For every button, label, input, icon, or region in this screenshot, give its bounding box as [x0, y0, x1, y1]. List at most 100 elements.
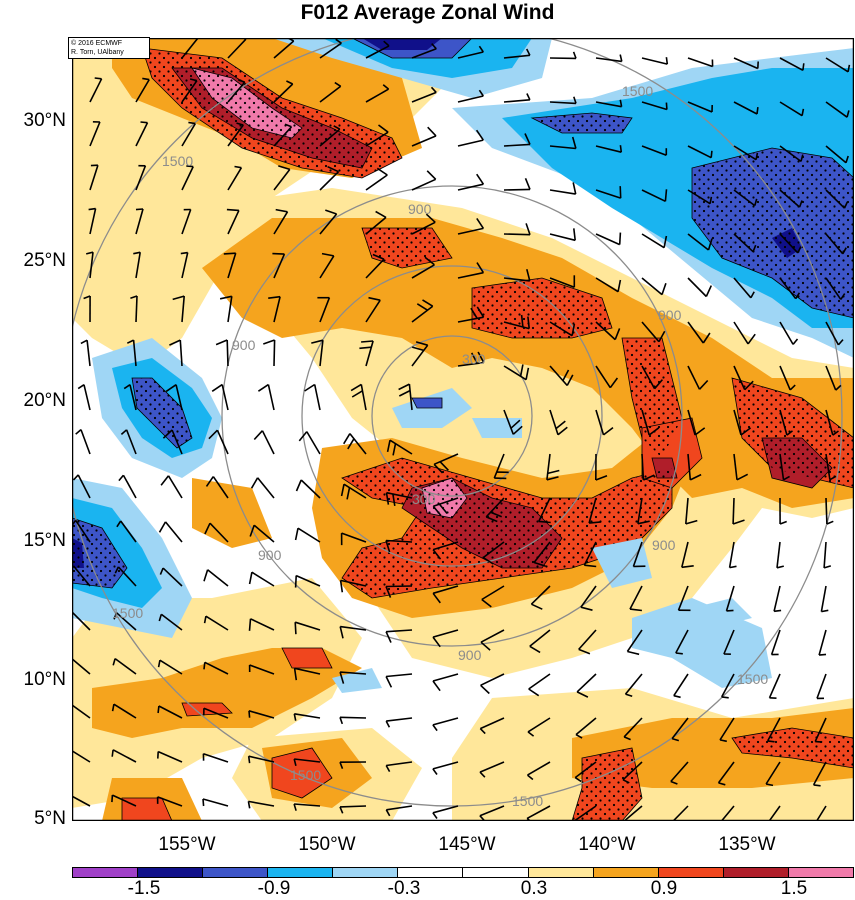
wind-barb-flag: [847, 64, 851, 72]
wind-barb: [300, 479, 321, 499]
wind-barb: [112, 794, 137, 807]
wind-barb: [171, 429, 183, 455]
wind-barb-flag: [162, 429, 173, 439]
wind-barb: [205, 615, 229, 631]
wind-barb-flag: [685, 519, 698, 525]
wind-barb-flag: [527, 731, 535, 737]
wind-barb-flag: [272, 252, 285, 255]
wind-barb: [162, 567, 183, 587]
wind-barb: [181, 80, 198, 103]
wind-barb-flag: [219, 295, 232, 300]
wind-barb-flag: [470, 307, 478, 319]
wind-barb-flag: [765, 783, 774, 787]
wind-barb-flag: [263, 339, 275, 345]
wind-barb: [768, 673, 781, 699]
wind-barb: [261, 430, 275, 455]
wind-barb-flag: [83, 295, 91, 300]
wind-barb-flag: [346, 487, 351, 500]
wind-barb-flag: [623, 736, 631, 741]
wind-barb-flag: [205, 476, 214, 487]
wind-barb-flag: [709, 196, 713, 204]
wind-barb-flag: [823, 565, 832, 569]
wind-barb-flag: [755, 152, 759, 160]
wind-barb-flag: [350, 383, 362, 392]
wind-barb-flag: [431, 43, 437, 50]
wind-barb-flag: [118, 474, 125, 482]
wind-barb-flag: [383, 40, 390, 47]
ring-label-900-west: 900: [258, 547, 282, 563]
wind-barb-flag: [584, 564, 597, 568]
wind-barb-flag: [526, 774, 534, 781]
wind-barb: [135, 295, 138, 323]
wind-barb-flag: [248, 710, 251, 718]
wind-barb-flag: [268, 295, 281, 299]
wind-barb: [687, 189, 711, 205]
wind-barb-flag: [157, 660, 161, 668]
wind-barb-flag: [204, 522, 211, 535]
wind-barb: [340, 671, 367, 675]
wind-barb-flag: [562, 369, 570, 381]
wind-barb: [267, 384, 275, 411]
wind-barb: [181, 296, 185, 323]
wind-barb-flag: [629, 608, 642, 612]
wind-barb: [226, 339, 229, 367]
wind-barb-flag: [573, 228, 576, 241]
wind-barb-flag: [580, 606, 593, 611]
wind-barb: [457, 51, 484, 59]
wind-barb-flag: [478, 45, 484, 53]
wind-barb: [117, 566, 137, 587]
wind-barb: [72, 795, 91, 807]
wind-barb-flag: [478, 89, 484, 97]
wind-barb: [319, 171, 340, 191]
wind-barb-flag: [779, 520, 787, 525]
wind-barb: [457, 271, 484, 279]
wind-barb-flag: [729, 565, 737, 569]
wind-barb-flag: [576, 691, 589, 698]
wind-barb: [622, 761, 643, 781]
wind-barb-flag: [721, 696, 729, 699]
wind-barb: [181, 123, 196, 147]
wind-barb: [457, 316, 484, 323]
wind-barb-flag: [112, 658, 116, 666]
wind-barb: [575, 717, 597, 736]
wind-barb: [360, 384, 367, 411]
wind-barb: [503, 143, 531, 147]
wind-barb: [733, 453, 738, 480]
wind-barb-flag: [524, 177, 531, 190]
ring-label-900-northwest: 900: [232, 337, 256, 353]
wind-barb-flag: [710, 150, 713, 158]
wind-barb-flag: [533, 561, 546, 567]
wind-barb: [227, 167, 243, 191]
wind-barb-flag: [819, 653, 827, 656]
wind-barb: [227, 124, 244, 147]
wind-barb: [480, 673, 505, 687]
wind-barb: [574, 805, 597, 821]
wind-barb-flag: [671, 737, 680, 742]
wind-barb: [687, 409, 696, 436]
wind-barb: [77, 474, 91, 499]
ring-label-300-south: 300: [412, 491, 436, 507]
wind-barb-flag: [94, 77, 102, 80]
wind-barb-flag: [72, 474, 79, 481]
wind-barb: [386, 491, 413, 499]
wind-barb: [209, 522, 229, 543]
wind-barb-flag: [482, 556, 494, 565]
wind-barb: [526, 805, 551, 820]
wind-barb: [432, 805, 459, 814]
wind-barb-flag: [798, 200, 803, 208]
wind-barb: [343, 483, 367, 499]
wind-barb: [112, 749, 137, 763]
wind-barb: [641, 365, 656, 390]
ring-label-1500-south: 1500: [512, 793, 543, 809]
wind-barb: [503, 321, 530, 330]
wind-barb: [595, 189, 621, 199]
wind-barb: [273, 253, 286, 279]
wind-barb-flag: [843, 201, 849, 209]
wind-barb: [227, 210, 240, 235]
wind-barb: [175, 384, 183, 411]
ring-label-900-south: 900: [458, 647, 482, 663]
wind-barb-flag: [202, 798, 205, 807]
wind-barb: [578, 629, 597, 650]
wind-barb: [365, 258, 385, 279]
wind-barb-flag: [719, 739, 727, 743]
